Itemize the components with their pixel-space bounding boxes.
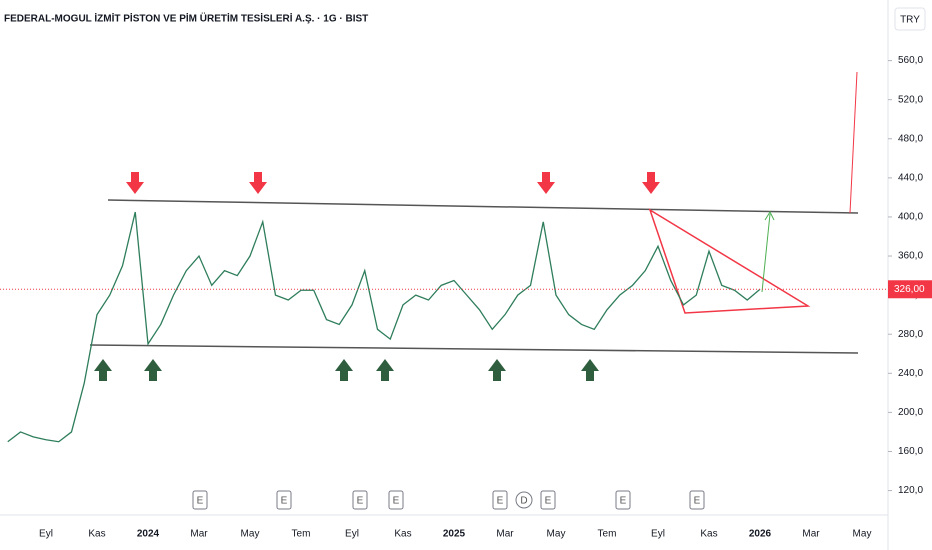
x-tick-label: Eyl	[345, 529, 359, 540]
up-arrow	[488, 359, 506, 381]
event-marker	[192, 490, 208, 510]
y-tick-label: 120,0	[898, 485, 923, 496]
x-tick-label: 2024	[137, 529, 160, 540]
x-tick-label: Eyl	[39, 529, 53, 540]
y-tick-label: 400,0	[898, 212, 923, 223]
y-tick-label: 560,0	[898, 55, 923, 66]
event-label: D	[520, 496, 527, 507]
y-tick-label: 440,0	[898, 172, 923, 183]
last-price-label: 326,00	[894, 284, 925, 295]
down-arrow	[249, 172, 267, 194]
x-tick-label: Kas	[88, 529, 105, 540]
event-marker	[492, 490, 508, 510]
event-label: E	[357, 496, 364, 507]
up-arrow	[376, 359, 394, 381]
target-arrow	[761, 213, 771, 293]
target-arrow-head	[764, 210, 775, 221]
price-line	[7, 211, 761, 443]
x-tick-label: 2025	[443, 529, 466, 540]
y-tick-label: 200,0	[898, 407, 923, 418]
last-price-box	[888, 280, 932, 299]
down-arrow	[642, 172, 660, 194]
event-marker	[352, 490, 368, 510]
event-label: E	[497, 496, 504, 507]
y-tick-label: 160,0	[898, 446, 923, 457]
event-marker	[689, 490, 705, 510]
y-tick-label: 480,0	[898, 133, 923, 144]
event-label: E	[281, 496, 288, 507]
event-label: E	[620, 496, 627, 507]
event-marker	[388, 490, 404, 510]
x-tick-label: 2026	[749, 529, 772, 540]
x-tick-label: Kas	[700, 529, 717, 540]
y-tick-label: 240,0	[898, 368, 923, 379]
y-tick-label: 520,0	[898, 94, 923, 105]
x-tick-label: Mar	[190, 529, 208, 540]
event-marker	[615, 490, 631, 510]
arrows	[94, 172, 660, 381]
event-label: E	[393, 496, 400, 507]
x-tick-label: May	[241, 529, 260, 540]
event-marker	[276, 490, 292, 510]
chart-title: FEDERAL-MOGUL İZMİT PİSTON VE PİM ÜRETİM…	[4, 12, 368, 25]
projection-line	[849, 71, 858, 214]
down-arrow	[126, 172, 144, 194]
x-tick-label: Mar	[802, 529, 820, 540]
support-line	[89, 344, 859, 354]
up-arrow	[581, 359, 599, 381]
event-label: E	[197, 496, 204, 507]
up-arrow	[94, 359, 112, 381]
currency-box	[894, 7, 926, 31]
triangle	[648, 208, 811, 314]
currency: TRY	[900, 15, 920, 26]
y-tick-label: 360,0	[898, 251, 923, 262]
up-arrow	[335, 359, 353, 381]
event-marker	[515, 491, 533, 509]
event-marker	[540, 490, 556, 510]
event-label: E	[694, 496, 701, 507]
x-tick-label: Tem	[292, 529, 311, 540]
drawings	[89, 71, 859, 354]
x-tick-label: Mar	[496, 529, 514, 540]
x-tick-label: May	[853, 529, 872, 540]
y-tick-label: 280,0	[898, 329, 923, 340]
x-tick-label: Tem	[598, 529, 617, 540]
x-tick-label: Eyl	[651, 529, 665, 540]
event-label: E	[545, 496, 552, 507]
resistance-line	[107, 199, 859, 214]
x-tick-label: May	[547, 529, 566, 540]
down-arrow	[537, 172, 555, 194]
up-arrow	[144, 359, 162, 381]
x-tick-label: Kas	[394, 529, 411, 540]
